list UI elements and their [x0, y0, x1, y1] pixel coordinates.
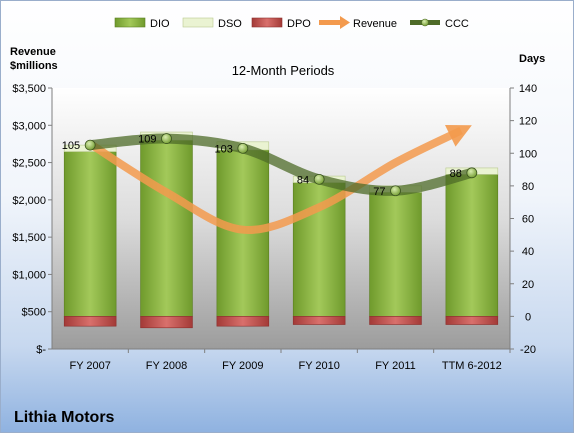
- left-axis-title-line1: Revenue: [10, 46, 56, 58]
- left-tick-label: $3,500: [12, 83, 46, 95]
- series-line-ccc: [85, 133, 477, 196]
- right-axis-title: Days: [519, 53, 545, 65]
- ccc-marker: [237, 142, 249, 154]
- legend-item-dio: DIO: [114, 17, 170, 30]
- bar-dpo: [140, 316, 193, 329]
- right-tick-label: 120: [519, 116, 537, 128]
- left-tick-label: $3,000: [12, 120, 46, 132]
- bar-dio: [63, 151, 117, 317]
- ccc-marker: [313, 173, 325, 185]
- ccc-marker: [84, 139, 96, 151]
- ccc-data-label: 109: [138, 134, 156, 146]
- legend-label-dio: DIO: [150, 18, 170, 30]
- bar-dpo: [292, 316, 346, 325]
- left-tick-label: $1,000: [12, 269, 46, 281]
- legend-item-revenue: Revenue: [319, 16, 397, 30]
- ccc-data-label: 103: [214, 143, 232, 155]
- legend: DIO DSO DPO Revenue CCC: [114, 16, 469, 30]
- bar-dpo: [369, 316, 422, 325]
- bar-dpo: [216, 316, 270, 327]
- x-tick-label: FY 2007: [69, 360, 110, 372]
- left-axis-title-line2: $millions: [10, 60, 58, 72]
- bar-dpo: [63, 316, 117, 327]
- ccc-data-label: 105: [62, 140, 80, 152]
- legend-swatch-revenue-arrowhead: [340, 16, 350, 29]
- bar-dio: [140, 139, 193, 317]
- legend-item-dso: DSO: [182, 17, 242, 30]
- legend-swatch-dpo: [251, 17, 283, 28]
- ccc-data-label: 88: [450, 168, 462, 180]
- legend-swatch-dso: [182, 17, 214, 28]
- series-line-revenue: [88, 126, 463, 234]
- company-name: Lithia Motors: [14, 409, 115, 426]
- right-tick-label: 100: [519, 148, 537, 160]
- x-tick-label: FY 2009: [222, 360, 263, 372]
- legend-label-dpo: DPO: [287, 18, 311, 30]
- right-tick-label: 20: [522, 279, 534, 291]
- left-tick-label: $-: [36, 344, 46, 356]
- legend-label-revenue: Revenue: [353, 18, 397, 30]
- right-tick-label: 140: [519, 83, 537, 95]
- legend-item-ccc: CCC: [410, 18, 469, 30]
- bar-dio: [445, 174, 499, 317]
- bar-dio: [369, 192, 422, 317]
- chart-title: 12-Month Periods: [232, 63, 335, 78]
- ccc-data-label: 84: [297, 174, 309, 186]
- ccc-data-label: 77: [373, 186, 385, 198]
- legend-item-dpo: DPO: [251, 17, 311, 30]
- right-tick-label: 0: [525, 311, 531, 323]
- legend-label-ccc: CCC: [445, 18, 469, 30]
- bar-dio: [292, 182, 346, 317]
- x-tick-label: FY 2010: [298, 360, 339, 372]
- ccc-marker: [390, 185, 401, 197]
- ccc-marker: [466, 167, 478, 179]
- legend-swatch-dio: [114, 17, 146, 28]
- axes-layer: $- $500 $1,000 $1,500 $2,000 $2,500 $3,000 $3,5…: [12, 83, 537, 372]
- x-tick-label: FY 2011: [375, 360, 416, 372]
- legend-label-dso: DSO: [218, 18, 242, 30]
- bars-layer: [63, 131, 499, 329]
- x-tick-label: TTM 6-2012: [442, 360, 502, 372]
- ccc-marker: [161, 133, 172, 144]
- left-tick-label: $2,000: [12, 195, 46, 207]
- legend-swatch-ccc-marker: [421, 18, 429, 27]
- plot-area: [52, 88, 510, 349]
- right-tick-label: 80: [522, 181, 534, 193]
- left-tick-label: $2,500: [12, 158, 46, 170]
- left-tick-label: $1,500: [12, 232, 46, 244]
- lines-layer: 105 109 103 84 77 88: [62, 125, 478, 234]
- left-tick-label: $500: [22, 307, 46, 319]
- x-tick-label: FY 2008: [146, 360, 187, 372]
- revenue-arrowhead: [445, 125, 472, 147]
- right-tick-label: -20: [520, 344, 536, 356]
- right-tick-label: 60: [522, 214, 534, 226]
- right-tick-label: 40: [522, 246, 534, 258]
- bar-dpo: [445, 316, 499, 325]
